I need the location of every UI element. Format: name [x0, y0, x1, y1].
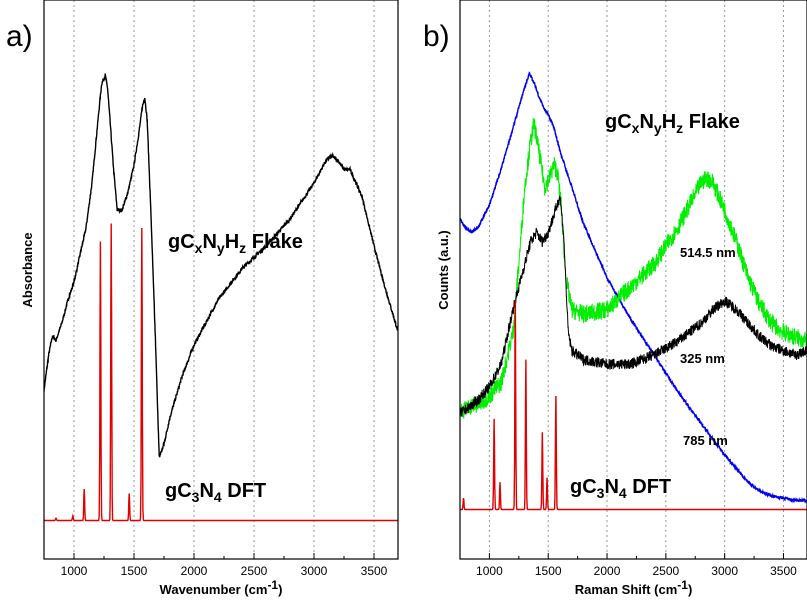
- annotation-dft: gC3N4 DFT: [570, 476, 671, 501]
- annotation-flake: gCxNyHz Flake: [168, 231, 303, 256]
- x-tick-label: 1000: [61, 564, 88, 578]
- x-tick-label: 2000: [181, 564, 208, 578]
- series-325-nm: [460, 194, 807, 417]
- x-axis-title: Wavenumber (cm-1): [160, 578, 283, 597]
- x-tick-label: 2500: [241, 564, 268, 578]
- x-tick-label: 1000: [476, 564, 503, 578]
- x-tick-label: 1500: [121, 564, 148, 578]
- x-tick-label: 3500: [770, 564, 797, 578]
- series-785-nm: [460, 71, 807, 504]
- plot-area: [44, 73, 398, 522]
- panel-label: b): [423, 20, 450, 53]
- annotation-l514: 514.5 nm: [680, 245, 736, 260]
- annotation-dft: gC3N4 DFT: [165, 480, 266, 505]
- chart-panel-b: 1000 1500 2000 2500 3000 3500 Raman Shift (cm-…: [423, 0, 807, 597]
- plot-frame: [459, 0, 807, 560]
- chart-panel-a: 1000 1500 2000 2500 3000 3500 Wavenumber (cm-1…: [6, 0, 399, 597]
- plot-frame: [43, 0, 399, 560]
- panel-label: a): [6, 20, 33, 53]
- series-dft-sticks: [44, 223, 398, 522]
- series-dft-sticks: [460, 300, 807, 511]
- series-flake: [44, 73, 398, 458]
- x-tick-label: 1500: [535, 564, 562, 578]
- y-axis-title: Counts (a.u.): [436, 230, 451, 309]
- x-tick-label: 3500: [361, 564, 388, 578]
- x-axis-title: Raman Shift (cm-1): [575, 578, 693, 597]
- annotation-flake: gCxNyHz Flake: [605, 111, 740, 136]
- annotation-l325: 325 nm: [680, 351, 725, 366]
- plot-area: [460, 71, 807, 511]
- x-tick-label: 2500: [652, 564, 679, 578]
- y-axis-title: Absorbance: [20, 232, 35, 307]
- series-514-5-nm: [460, 118, 807, 419]
- x-tick-label: 2000: [594, 564, 621, 578]
- annotation-l785: 785 nm: [683, 433, 728, 448]
- x-tick-label: 3000: [711, 564, 738, 578]
- x-tick-label: 3000: [301, 564, 328, 578]
